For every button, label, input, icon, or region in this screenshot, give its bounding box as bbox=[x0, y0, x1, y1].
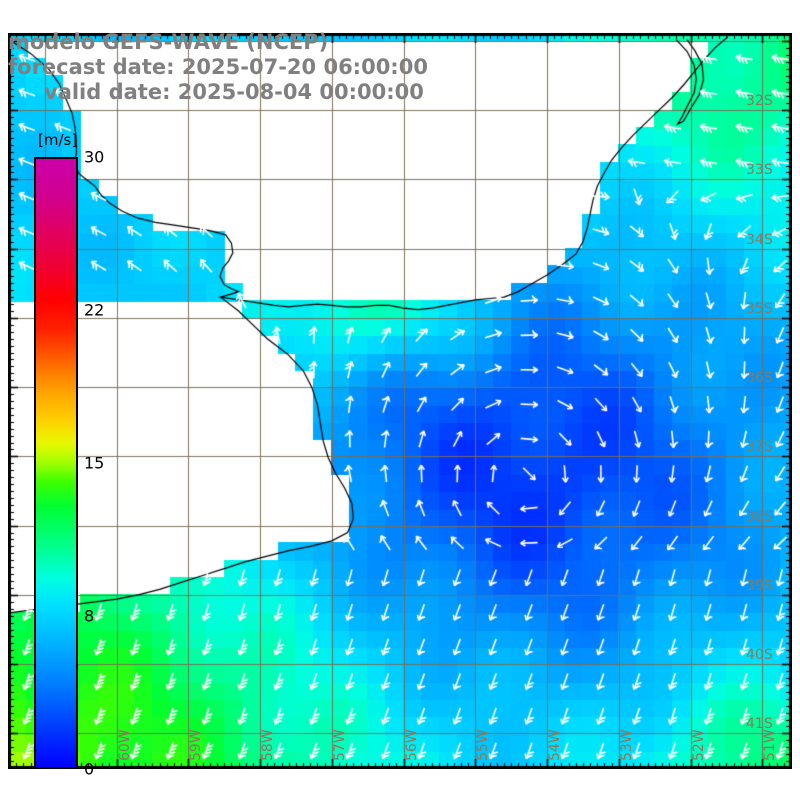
colorbar bbox=[34, 157, 78, 769]
colorbar-gradient bbox=[34, 157, 78, 769]
map-plot-area[interactable] bbox=[8, 33, 792, 769]
colorbar-tick-15: 15 bbox=[84, 453, 105, 473]
colorbar-tick-0: 0 bbox=[84, 759, 95, 779]
colorbar-tick-8: 8 bbox=[84, 606, 95, 626]
wind-field-canvas bbox=[9, 34, 791, 768]
colorbar-tick-22: 22 bbox=[84, 300, 105, 320]
colorbar-unit-label: [m/s] bbox=[38, 131, 78, 149]
colorbar-tick-30: 30 bbox=[84, 147, 105, 167]
